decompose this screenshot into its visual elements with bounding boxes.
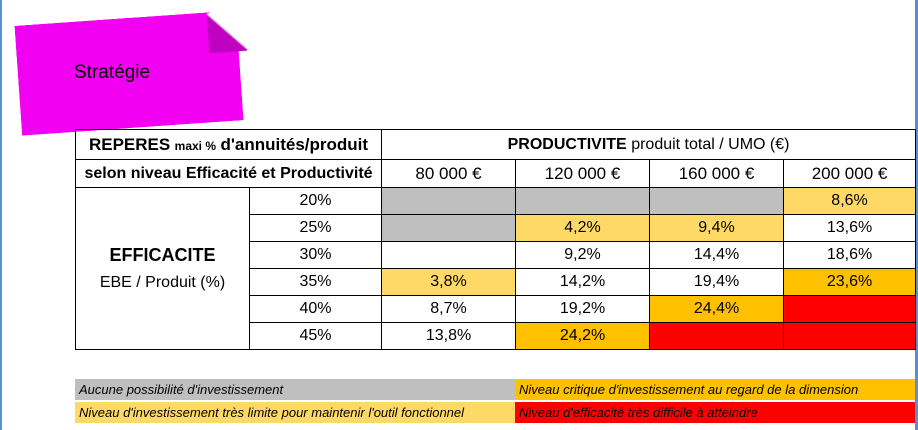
table-cell: 4,2% [515,214,651,242]
table-cell: 24,2% [515,322,651,350]
right-border-line [915,0,918,430]
row-label: 30% [248,241,383,269]
row-label: 20% [248,187,383,215]
productivite-title: PRODUCTIVITE [507,135,627,153]
table-cell [381,214,517,242]
table-cell [381,241,517,269]
table-cell: 9,2% [515,241,651,269]
table-cell: 14,4% [649,241,785,269]
table-cell [783,295,917,323]
table-cell: 19,2% [515,295,651,323]
table-cell: 13,6% [783,214,917,242]
legend-orange: Niveau critique d'investissement au rega… [515,379,915,400]
column-header: 200 000 € [783,159,917,188]
table-cell [649,322,785,350]
table-cell: 14,2% [515,268,651,296]
reperes-subtitle: selon niveau Efficacité et Productivité [74,159,383,188]
table-row: EFFICACITE EBE / Produit (%) 20% 8,6% [75,187,917,350]
table-cell: 9,4% [649,214,785,242]
legend: Aucune possibilité d'investissement Nive… [75,379,915,425]
reperes-rest: d'annuités/produit [220,134,369,154]
table-row: 30% 9,2% 14,4% 18,6% [76,241,917,269]
reperes-header: REPERES maxi % d'annuités/produit [74,129,383,160]
row-label: 45% [248,322,383,350]
table-cell [381,187,517,215]
productivite-header: PRODUCTIVITE produit total / UMO (€) [381,129,917,160]
table-row: 35% 3,8% 14,2% 19,4% 23,6% [76,268,917,296]
table-row: 45% 13,8% 24,2% [76,322,917,350]
table-cell [649,187,785,215]
table-cell: 8,7% [381,295,517,323]
left-border-line [0,0,2,430]
table-cell: 19,4% [649,268,785,296]
table-cell: 24,4% [649,295,785,323]
table-cell [783,322,917,350]
column-header: 120 000 € [515,159,651,188]
sticky-note-fold [206,10,248,54]
table-row: 40% 8,7% 19,2% 24,4% [76,295,917,323]
table-cell: 3,8% [381,268,517,296]
table-cell [515,187,651,215]
column-header: 160 000 € [649,159,785,188]
reperes-matrix-table: REPERES maxi % d'annuités/produit PRODUC… [74,129,917,350]
sticky-note-title: Stratégie [74,62,151,83]
reperes-maxi: maxi % [174,138,217,153]
row-label: 40% [248,295,383,323]
legend-grey: Aucune possibilité d'investissement [75,379,515,400]
legend-red: Niveau d'efficacité très difficile à att… [515,402,915,423]
table-cell: 23,6% [783,268,917,296]
table-row: 25% 4,2% 9,4% 13,6% [76,214,917,242]
row-label: 25% [248,214,383,242]
table-cell: 18,6% [783,241,917,269]
table-cell: 8,6% [783,187,917,215]
efficacite-title: EFFICACITE [109,245,216,265]
legend-yellow: Niveau d'investissement très limite pour… [75,402,515,423]
productivite-subtitle: produit total / UMO (€) [631,135,790,153]
efficacite-subtitle: EBE / Produit (%) [99,274,226,291]
column-header: 80 000 € [381,159,517,188]
reperes-title: REPERES [88,134,171,154]
row-label: 35% [248,268,383,296]
efficacite-header: EFFICACITE EBE / Produit (%) [75,187,250,350]
table-cell: 13,8% [381,322,517,350]
